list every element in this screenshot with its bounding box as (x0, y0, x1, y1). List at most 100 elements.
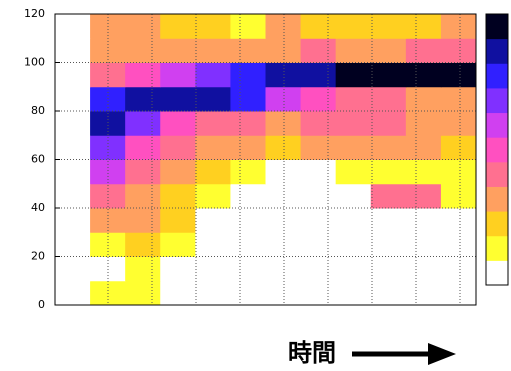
heat-cell (195, 38, 231, 63)
heat-cell (265, 38, 302, 63)
heat-cell (370, 159, 407, 185)
heat-cell (265, 135, 302, 160)
heat-cell (370, 14, 407, 39)
heat-cell (55, 280, 91, 306)
heat-cell (300, 86, 337, 112)
heat-cell (335, 256, 372, 282)
colorbar-swatch (486, 211, 508, 237)
heat-cell (195, 208, 231, 233)
heat-cell (230, 159, 266, 185)
heat-cell (440, 14, 477, 39)
heat-cell (160, 62, 196, 88)
heat-cell (125, 256, 161, 282)
heat-cell (55, 111, 91, 136)
heat-cell (300, 232, 337, 257)
heat-cell (125, 135, 161, 160)
heat-cell (405, 135, 442, 160)
heat-cell (265, 14, 302, 39)
heat-cell (90, 159, 126, 185)
heat-cell (405, 183, 442, 209)
heat-cell (55, 256, 91, 282)
heat-cell (370, 62, 407, 88)
y-tick-label: 60 (31, 153, 45, 166)
heat-cell (370, 280, 407, 306)
heat-cell (370, 256, 407, 282)
heat-cell (90, 208, 126, 233)
heat-cell (335, 62, 372, 88)
heat-cell (405, 208, 442, 233)
colorbar-swatch (486, 161, 508, 187)
heat-cell (195, 135, 231, 160)
heat-cell (300, 183, 337, 209)
heat-cell (405, 159, 442, 185)
heat-cell (125, 208, 161, 233)
heat-cell (300, 135, 337, 160)
heat-cell (230, 86, 266, 112)
heat-cell (160, 183, 196, 209)
heat-cell (265, 208, 302, 233)
heat-cell (370, 135, 407, 160)
y-tick-label: 0 (38, 298, 45, 311)
heat-cell (335, 111, 372, 136)
heat-cell (90, 232, 126, 257)
heat-cell (230, 111, 266, 136)
heat-cell (335, 280, 372, 306)
heat-cell (125, 62, 161, 88)
heat-cell (90, 183, 126, 209)
heat-cell (440, 280, 477, 306)
colorbar-swatch (486, 38, 508, 64)
heat-cell (230, 135, 266, 160)
heat-cell (265, 183, 302, 209)
heat-cell (55, 38, 91, 63)
heat-cell (335, 183, 372, 209)
heat-cell (335, 232, 372, 257)
colorbar-swatch (486, 235, 508, 261)
heat-cell (195, 183, 231, 209)
heat-cell (300, 159, 337, 185)
heat-cell (370, 86, 407, 112)
heat-cell (265, 256, 302, 282)
heat-cell (440, 183, 477, 209)
heat-cell (370, 111, 407, 136)
heat-cell (55, 183, 91, 209)
heat-cell (405, 86, 442, 112)
heat-cell (405, 62, 442, 88)
y-tick-label: 120 (24, 7, 45, 20)
heat-cell (160, 86, 196, 112)
heat-cell (300, 256, 337, 282)
colorbar (486, 14, 508, 286)
heat-cell (125, 86, 161, 112)
heat-cell (125, 38, 161, 63)
heat-cell (195, 14, 231, 39)
heat-cell (160, 135, 196, 160)
heat-cell (125, 14, 161, 39)
heat-cell (300, 111, 337, 136)
x-axis-label: 時間 (288, 339, 336, 367)
heat-cell (160, 256, 196, 282)
heat-cell (230, 256, 266, 282)
heat-cell (335, 38, 372, 63)
heat-cell (440, 208, 477, 233)
colorbar-frame (485, 13, 509, 286)
heat-cell (125, 111, 161, 136)
heat-cell (335, 159, 372, 185)
heat-cell (335, 14, 372, 39)
heat-cell (265, 111, 302, 136)
heat-cell (230, 183, 266, 209)
heat-cell (300, 38, 337, 63)
heat-cell (265, 86, 302, 112)
heat-cell (55, 135, 91, 160)
heat-cell (300, 14, 337, 39)
colorbar-swatch (486, 63, 508, 89)
y-tick-label: 100 (24, 56, 45, 69)
heat-cell (230, 62, 266, 88)
heat-cell (440, 62, 477, 88)
heat-cell (230, 14, 266, 39)
arrow-head (428, 343, 456, 365)
heat-cell (195, 111, 231, 136)
heat-cell (440, 38, 477, 63)
heat-cell (55, 208, 91, 233)
heat-cell (265, 62, 302, 88)
